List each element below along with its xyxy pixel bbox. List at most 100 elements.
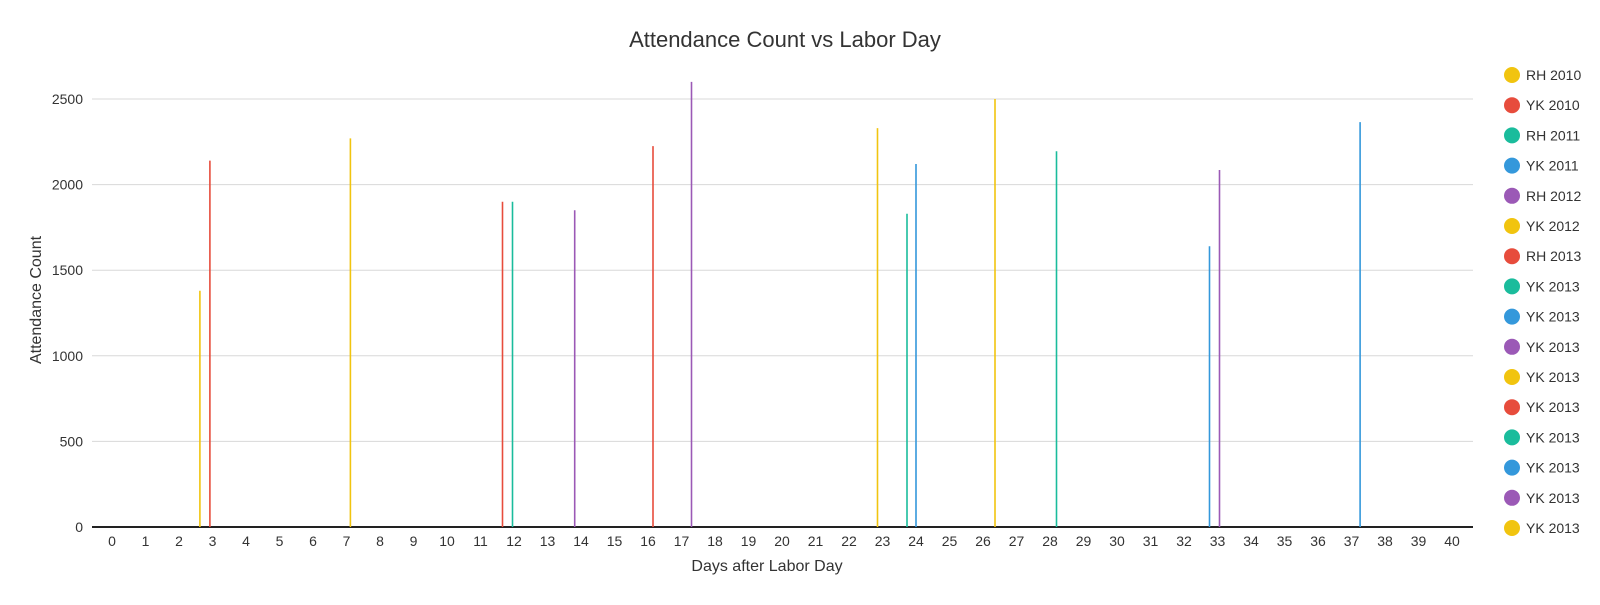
legend-item[interactable]: YK 2013 <box>1504 399 1580 416</box>
x-tick-label: 11 <box>473 533 488 549</box>
x-tick-label: 0 <box>108 533 116 549</box>
x-tick-label: 10 <box>439 533 455 549</box>
x-tick-label: 20 <box>774 533 790 549</box>
legend-item[interactable]: RH 2011 <box>1504 127 1580 144</box>
x-tick-label: 16 <box>640 533 656 549</box>
y-tick-label: 2000 <box>52 177 83 193</box>
legend-label: YK 2011 <box>1526 158 1579 174</box>
x-tick-label: 6 <box>309 533 317 549</box>
x-tick-label: 40 <box>1444 533 1460 549</box>
legend-swatch <box>1504 338 1520 355</box>
x-tick-label: 33 <box>1210 533 1226 549</box>
legend-item[interactable]: YK 2013 <box>1504 338 1580 355</box>
x-tick-label: 23 <box>875 533 891 549</box>
legend-label: RH 2012 <box>1526 188 1581 204</box>
x-tick-label: 1 <box>142 533 150 549</box>
legend-swatch <box>1504 308 1520 325</box>
legend-label: YK 2013 <box>1526 278 1580 294</box>
legend-swatch <box>1504 248 1520 265</box>
legend-label: YK 2010 <box>1526 97 1580 113</box>
x-tick-label: 37 <box>1344 533 1360 549</box>
legend-swatch <box>1504 218 1520 234</box>
x-tick-label: 17 <box>674 533 690 549</box>
legend-swatch <box>1504 157 1520 174</box>
x-tick-label: 21 <box>808 533 824 549</box>
legend-label: YK 2013 <box>1526 339 1580 355</box>
legend-swatch <box>1504 278 1520 295</box>
x-tick-label: 34 <box>1243 533 1259 549</box>
x-tick-label: 32 <box>1176 533 1192 549</box>
legend-swatch <box>1504 369 1520 385</box>
legend-item[interactable]: YK 2013 <box>1504 308 1580 325</box>
legend-item[interactable]: YK 2013 <box>1504 369 1580 385</box>
x-tick-label: 7 <box>343 533 351 549</box>
legend-item[interactable]: YK 2013 <box>1504 429 1580 446</box>
x-tick-label: 18 <box>707 533 723 549</box>
legend-swatch <box>1504 459 1520 476</box>
legend-swatch <box>1504 127 1520 144</box>
legend-swatch <box>1504 520 1520 536</box>
y-axis-label: Attendance Count <box>28 235 45 364</box>
x-tick-label: 3 <box>209 533 217 549</box>
legend-item[interactable]: YK 2012 <box>1504 218 1580 234</box>
legend-label: YK 2013 <box>1526 490 1580 506</box>
legend-label: RH 2010 <box>1526 67 1581 83</box>
legend-label: YK 2013 <box>1526 309 1580 325</box>
legend-label: YK 2013 <box>1526 520 1580 536</box>
y-tick-label: 1500 <box>52 262 83 278</box>
legend-item[interactable]: RH 2012 <box>1504 187 1581 204</box>
x-tick-label: 39 <box>1411 533 1427 549</box>
x-tick-label: 15 <box>607 533 623 549</box>
x-tick-label: 22 <box>841 533 857 549</box>
legend-swatch <box>1504 67 1520 83</box>
legend-label: YK 2013 <box>1526 460 1580 476</box>
x-tick-label: 5 <box>276 533 284 549</box>
y-tick-label: 1000 <box>52 348 83 364</box>
legend-item[interactable]: YK 2010 <box>1504 97 1580 114</box>
legend-item[interactable]: YK 2013 <box>1504 520 1580 536</box>
x-tick-label: 28 <box>1042 533 1058 549</box>
x-tick-label: 19 <box>741 533 757 549</box>
legend-item[interactable]: YK 2013 <box>1504 278 1580 295</box>
x-tick-label: 27 <box>1009 533 1025 549</box>
legend-item[interactable]: RH 2010 <box>1504 67 1581 83</box>
y-tick-label: 500 <box>60 433 84 449</box>
legend-swatch <box>1504 187 1520 204</box>
chart-title: Attendance Count vs Labor Day <box>629 27 941 52</box>
legend-label: YK 2013 <box>1526 429 1580 445</box>
x-tick-label: 29 <box>1076 533 1092 549</box>
x-tick-label: 31 <box>1143 533 1159 549</box>
x-tick-label: 24 <box>908 533 924 549</box>
x-tick-label: 38 <box>1377 533 1393 549</box>
x-tick-label: 35 <box>1277 533 1293 549</box>
x-tick-label: 36 <box>1310 533 1326 549</box>
legend-swatch <box>1504 97 1520 114</box>
legend-swatch <box>1504 429 1520 446</box>
x-tick-label: 25 <box>942 533 958 549</box>
legend-label: YK 2013 <box>1526 369 1580 385</box>
y-tick-label: 2500 <box>52 91 83 107</box>
x-tick-label: 14 <box>573 533 589 549</box>
legend-label: YK 2013 <box>1526 399 1580 415</box>
x-tick-label: 2 <box>175 533 183 549</box>
x-tick-label: 26 <box>975 533 991 549</box>
legend-swatch <box>1504 399 1520 416</box>
x-tick-label: 8 <box>376 533 384 549</box>
legend-item[interactable]: YK 2013 <box>1504 489 1580 506</box>
x-tick-label: 12 <box>506 533 522 549</box>
x-tick-label: 9 <box>410 533 418 549</box>
y-tick-label: 0 <box>75 519 83 535</box>
legend-label: RH 2013 <box>1526 248 1581 264</box>
legend-label: RH 2011 <box>1526 127 1580 143</box>
legend-label: YK 2012 <box>1526 218 1580 234</box>
x-tick-label: 4 <box>242 533 250 549</box>
x-tick-label: 13 <box>540 533 556 549</box>
legend-item[interactable]: YK 2011 <box>1504 157 1579 174</box>
x-axis-label: Days after Labor Day <box>691 558 842 575</box>
legend-swatch <box>1504 489 1520 506</box>
x-tick-label: 30 <box>1109 533 1125 549</box>
legend-item[interactable]: YK 2013 <box>1504 459 1580 476</box>
legend-item[interactable]: RH 2013 <box>1504 248 1581 265</box>
